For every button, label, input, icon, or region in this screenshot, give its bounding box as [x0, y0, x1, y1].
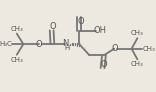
Text: CH₃: CH₃ [142, 46, 155, 52]
Text: H₃C: H₃C [0, 41, 12, 47]
Text: N: N [62, 39, 68, 48]
Text: H: H [64, 45, 70, 51]
Text: CH₃: CH₃ [10, 57, 23, 63]
Text: O: O [101, 60, 108, 69]
Text: O: O [78, 17, 84, 26]
Text: O: O [50, 22, 56, 31]
Text: O: O [36, 40, 43, 49]
Text: CH₃: CH₃ [10, 25, 23, 32]
Text: O: O [111, 44, 118, 53]
Text: CH₃: CH₃ [131, 30, 144, 36]
Text: CH₃: CH₃ [131, 61, 144, 67]
Text: OH: OH [94, 26, 107, 35]
